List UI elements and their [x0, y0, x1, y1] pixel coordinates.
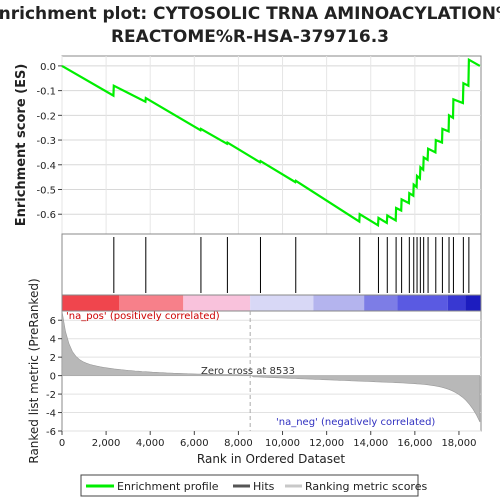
heatmap-segment [250, 295, 314, 311]
x-tick-label: 10,000 [265, 438, 300, 449]
x-tick-label: 18,000 [441, 438, 476, 449]
ranking-metric-area [61, 310, 481, 423]
es-gridlines [61, 56, 481, 234]
es-tick-label: -0.3 [36, 136, 56, 147]
metric-tick-label: -6 [46, 427, 56, 438]
x-tick-label: 16,000 [397, 438, 432, 449]
na-neg-label: 'na_neg' (negatively correlated) [276, 417, 435, 428]
heatmap-segment [465, 295, 481, 311]
es-tick-label: -0.5 [36, 186, 56, 197]
x-tick-label: 2,000 [92, 438, 121, 449]
metric-tick-label: 6 [50, 316, 56, 327]
metric-tick-label: 0 [50, 372, 56, 383]
es-y-ticks: 0.0 -0.1 -0.2 -0.3 -0.4 -0.5 -0.6 [36, 62, 62, 221]
es-tick-label: -0.1 [36, 87, 56, 98]
es-tick-label: 0.0 [40, 62, 56, 73]
zero-cross-label: Zero cross at 8533 [201, 366, 295, 377]
legend-label-enrichment-profile: Enrichment profile [117, 480, 219, 493]
x-tick-label: 12,000 [309, 438, 344, 449]
legend-label-ranking-metric: Ranking metric scores [305, 480, 427, 493]
heatmap-segment [364, 295, 398, 311]
ranking-heatmap-strip [62, 295, 481, 311]
heatmap-segment [183, 295, 251, 311]
es-tick-label: -0.2 [36, 111, 56, 122]
x-tick-label: 4,000 [136, 438, 165, 449]
heatmap-segment [447, 295, 466, 311]
es-tick-label: -0.4 [36, 161, 56, 172]
metric-y-axis-label: Ranked list metric (PreRanked) [27, 278, 41, 463]
legend: Enrichment profile Hits Ranking metric s… [80, 474, 427, 497]
na-pos-label: 'na_pos' (positively correlated) [66, 311, 220, 322]
es-tick-label: -0.6 [36, 210, 56, 221]
x-tick-label: 8,000 [224, 438, 253, 449]
x-axis-label: Rank in Ordered Dataset [197, 452, 345, 466]
x-tick-label: 0 [59, 438, 65, 449]
chart-title-line1: Enrichment plot: CYTOSOLIC TRNA AMINOACY… [0, 4, 500, 24]
metric-tick-label: 2 [50, 353, 56, 364]
heatmap-segment [397, 295, 448, 311]
legend-label-hits: Hits [253, 480, 275, 493]
metric-tick-label: 4 [50, 335, 56, 346]
metric-tick-label: -2 [46, 390, 56, 401]
hit-markers [113, 237, 470, 293]
hits-panel [61, 233, 482, 296]
heatmap-segment [119, 295, 184, 311]
x-axis-ticks: 0 2,000 4,000 6,000 8,000 10,000 12,000 14,000 1… [59, 431, 476, 449]
heatmap-segment [62, 295, 120, 311]
es-panel [61, 55, 482, 235]
metric-y-ticks: 6 4 2 0 -2 -4 -6 [46, 316, 62, 438]
es-y-axis-label: Enrichment score (ES) [14, 64, 29, 227]
x-tick-label: 14,000 [353, 438, 388, 449]
chart-title-line2: REACTOME%R-HSA-379716.3 [111, 27, 389, 47]
heatmap-segment [313, 295, 365, 311]
x-tick-label: 6,000 [180, 438, 209, 449]
metric-tick-label: -4 [46, 409, 56, 420]
enrichment-profile-line [61, 57, 481, 228]
